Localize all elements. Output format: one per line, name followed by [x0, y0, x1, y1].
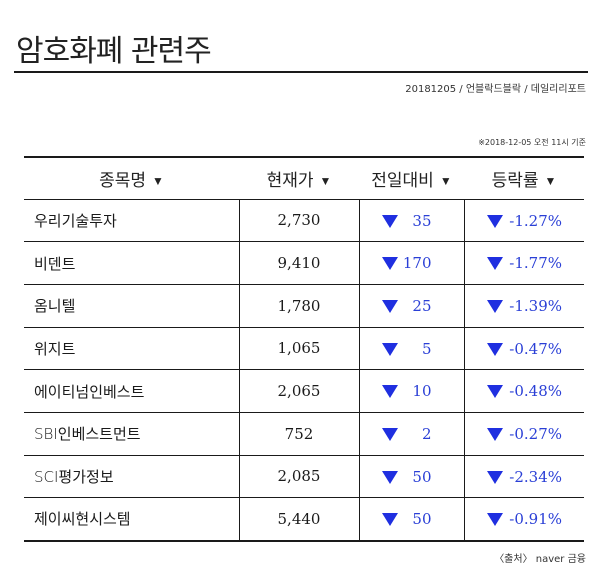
stock-rate: -1.27%: [463, 199, 584, 243]
report-subline: 20181205 / 언블락드블락 / 데일리리포트: [405, 84, 586, 95]
stock-change: 50: [358, 455, 464, 499]
stock-change: 35: [358, 199, 464, 243]
change-value: 25: [412, 296, 432, 315]
stock-name: 위지트: [24, 327, 239, 371]
header-price[interactable]: 현재가 ▼: [239, 156, 359, 200]
stock-rate: -1.77%: [463, 241, 584, 285]
header-name-label: 종목명: [99, 170, 147, 191]
table-row[interactable]: 제이씨현시스템 5,440 50 -0.91%: [24, 497, 584, 542]
down-triangle-icon: [381, 513, 398, 527]
sort-down-icon[interactable]: ▼: [544, 173, 557, 188]
stock-rate: -0.47%: [463, 327, 584, 371]
source-credit: 〈출처〉 naver 금융: [494, 554, 586, 565]
stock-name: SBI인베스트먼트: [24, 412, 239, 456]
down-triangle-icon: [486, 214, 503, 228]
stock-rate: -1.39%: [463, 284, 584, 328]
down-triangle-icon: [381, 385, 398, 399]
down-triangle-icon: [486, 342, 503, 356]
down-triangle-icon: [381, 342, 398, 356]
change-value: 10: [412, 382, 432, 401]
stock-change: 170: [358, 241, 464, 285]
table-row[interactable]: SCI평가정보 2,085 50 -2.34%: [24, 455, 584, 499]
stock-rate: -0.27%: [463, 412, 584, 456]
header-rate-label: 등락률: [491, 170, 539, 191]
header-name[interactable]: 종목명 ▼: [24, 156, 239, 200]
table-header-row: 종목명 ▼ 현재가 ▼ 전일대비 ▼ 등락률 ▼: [24, 156, 584, 200]
down-triangle-icon: [381, 214, 398, 228]
table-row[interactable]: 에이티넘인베스트 2,065 10 -0.48%: [24, 369, 584, 413]
header-change[interactable]: 전일대비 ▼: [359, 156, 464, 200]
stock-price: 2,085: [238, 455, 359, 499]
rate-value: -1.77%: [509, 254, 562, 273]
rate-value: -0.91%: [509, 510, 562, 529]
header-change-label: 전일대비: [371, 170, 434, 191]
stock-table: 종목명 ▼ 현재가 ▼ 전일대비 ▼ 등락률 ▼ 우리기술투자 2,730 35 -1.27%…: [24, 156, 584, 542]
stock-price: 1,065: [238, 327, 359, 371]
stock-price: 5,440: [238, 497, 359, 542]
stock-price: 2,065: [238, 369, 359, 413]
stock-change: 10: [358, 369, 464, 413]
rate-value: -0.47%: [509, 339, 562, 358]
page-title: 암호화폐 관련주: [16, 34, 212, 69]
table-row[interactable]: 비덴트 9,410 170 -1.77%: [24, 241, 584, 285]
stock-name: 제이씨현시스템: [24, 497, 239, 542]
stock-change: 50: [358, 497, 464, 542]
sort-down-icon[interactable]: ▼: [439, 173, 452, 188]
stock-name: 우리기술투자: [24, 199, 239, 243]
stock-rate: -2.34%: [463, 455, 584, 499]
down-triangle-icon: [486, 257, 503, 271]
stock-rate: -0.48%: [463, 369, 584, 413]
rate-value: -0.27%: [509, 424, 562, 443]
rate-value: -1.27%: [509, 211, 562, 230]
rate-value: -0.48%: [509, 382, 562, 401]
stock-name: 비덴트: [24, 241, 239, 285]
down-triangle-icon: [381, 470, 398, 484]
stock-price: 2,730: [238, 199, 359, 243]
down-triangle-icon: [381, 427, 398, 441]
stock-price: 9,410: [238, 241, 359, 285]
table-row[interactable]: 우리기술투자 2,730 35 -1.27%: [24, 199, 584, 243]
sort-down-icon[interactable]: ▼: [319, 173, 332, 188]
rate-value: -1.39%: [509, 296, 562, 315]
stock-change: 5: [358, 327, 464, 371]
sort-down-icon[interactable]: ▼: [152, 173, 164, 188]
down-triangle-icon: [486, 513, 503, 527]
down-triangle-icon: [486, 470, 503, 484]
table-row[interactable]: 위지트 1,065 5 -0.47%: [24, 327, 584, 371]
title-divider: [14, 71, 588, 73]
stock-name: 에이티넘인베스트: [24, 369, 239, 413]
stock-name: SCI평가정보: [24, 455, 239, 499]
change-value: 50: [412, 467, 432, 486]
change-value: 50: [412, 510, 432, 529]
down-triangle-icon: [381, 257, 398, 271]
stock-rate: -0.91%: [463, 497, 584, 542]
change-value: 170: [402, 254, 432, 273]
header-price-label: 현재가: [266, 170, 314, 191]
change-value: 35: [412, 211, 432, 230]
down-triangle-icon: [486, 385, 503, 399]
change-value: 2: [421, 424, 432, 443]
timestamp-note: ※2018-12-05 오전 11시 기준: [478, 138, 586, 147]
stock-name: 옴니텔: [24, 284, 239, 328]
stock-change: 2: [358, 412, 464, 456]
rate-value: -2.34%: [509, 467, 562, 486]
stock-price: 1,780: [238, 284, 359, 328]
down-triangle-icon: [486, 427, 503, 441]
header-rate[interactable]: 등락률 ▼: [464, 156, 584, 200]
stock-price: 752: [238, 412, 359, 456]
stock-change: 25: [358, 284, 464, 328]
table-row[interactable]: 옴니텔 1,780 25 -1.39%: [24, 284, 584, 328]
table-row[interactable]: SBI인베스트먼트 752 2 -0.27%: [24, 412, 584, 456]
down-triangle-icon: [486, 299, 503, 313]
down-triangle-icon: [381, 299, 398, 313]
change-value: 5: [421, 339, 432, 358]
